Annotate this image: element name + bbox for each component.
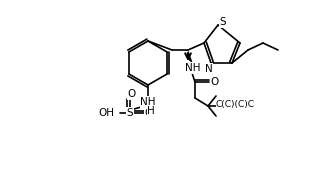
Text: C(C)(C)C: C(C)(C)C (216, 100, 255, 109)
Text: NH: NH (140, 97, 156, 107)
Text: N: N (205, 64, 213, 74)
Text: S: S (127, 108, 133, 118)
Text: O: O (128, 89, 136, 99)
Text: OH: OH (98, 108, 114, 118)
Polygon shape (188, 50, 193, 64)
Text: O: O (211, 77, 219, 87)
Text: S: S (220, 17, 226, 27)
Text: O: O (145, 108, 153, 118)
Text: H: H (147, 106, 155, 116)
Text: NH: NH (185, 63, 201, 73)
